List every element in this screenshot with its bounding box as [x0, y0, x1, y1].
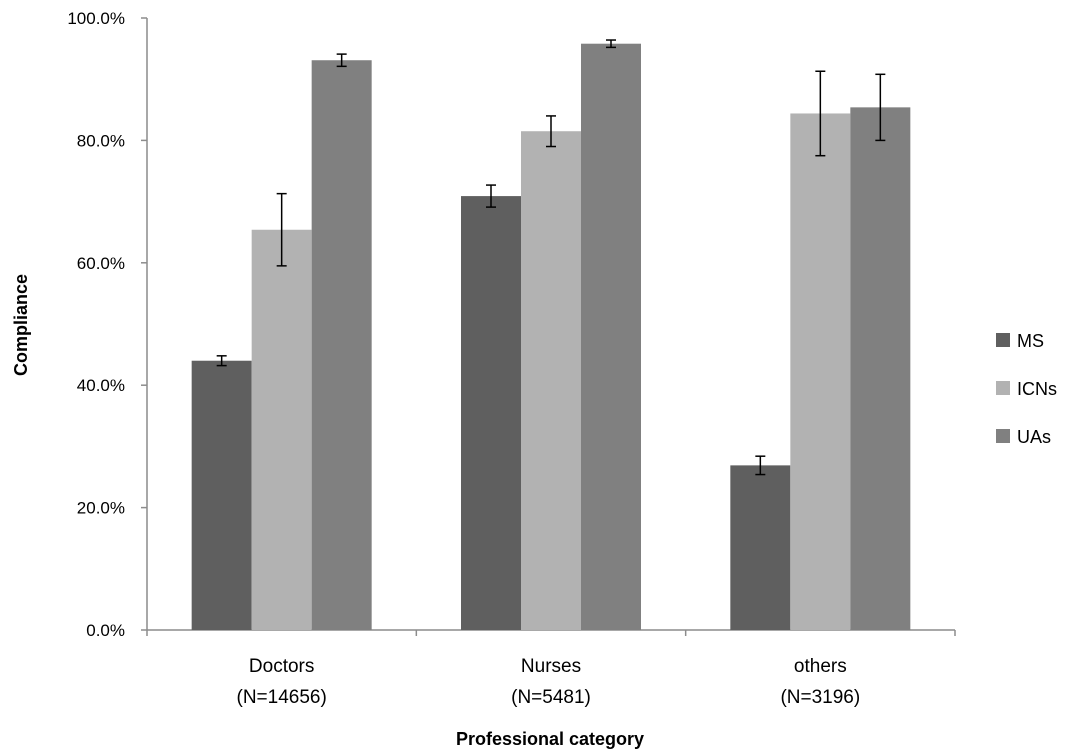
legend-swatch-uas [996, 429, 1010, 443]
x-category-sublabel: (N=5481) [511, 687, 591, 708]
error-bar [875, 73, 886, 142]
error-bar [276, 192, 287, 267]
error-bar [755, 455, 766, 476]
legend-label-ms: MS [1017, 331, 1044, 351]
bar-ms-nurses [461, 196, 521, 631]
y-tick-label: 40.0% [77, 376, 125, 395]
y-tick-label: 20.0% [77, 499, 125, 518]
x-category-label: others [794, 656, 847, 677]
y-tick-label: 80.0% [77, 131, 125, 150]
legend-swatch-ms [996, 333, 1010, 347]
x-axis: Doctors (N=14656) Nurses (N=5481) others (N=3… [146, 629, 956, 708]
y-axis-title: Compliance [11, 274, 31, 376]
y-tick-label: 60.0% [77, 254, 125, 273]
bar-ms-others [730, 465, 791, 630]
y-axis: 0.0% 20.0% 40.0% 60.0% 80.0% 100.0% [67, 9, 148, 640]
bar-icns-doctors [251, 229, 312, 630]
bar-icns-others [790, 113, 851, 631]
error-bar [546, 115, 556, 148]
legend-label-uas: UAs [1017, 427, 1051, 447]
error-bar [216, 355, 227, 367]
bar-uas-nurses [581, 43, 641, 631]
bar-uas-doctors [311, 60, 372, 630]
x-category-label: Doctors [249, 656, 314, 677]
bar-icns-nurses [521, 131, 581, 630]
error-bar [486, 184, 496, 208]
error-bar [815, 70, 826, 157]
bar-uas-others [850, 107, 911, 631]
error-bar [336, 53, 347, 68]
y-tick-label: 100.0% [67, 9, 125, 28]
y-tick-label: 0.0% [86, 621, 125, 640]
bars [191, 43, 911, 631]
bar-ms-doctors [191, 360, 252, 630]
x-category-sublabel: (N=14656) [237, 687, 327, 708]
legend: MS ICNs UAs [996, 331, 1057, 447]
legend-swatch-icns [996, 381, 1010, 395]
legend-label-icns: ICNs [1017, 379, 1057, 399]
x-axis-title: Professional category [456, 729, 644, 749]
error-bars [216, 39, 886, 476]
x-category-sublabel: (N=3196) [780, 687, 860, 708]
x-category-label: Nurses [521, 656, 581, 677]
error-bar [606, 39, 616, 49]
